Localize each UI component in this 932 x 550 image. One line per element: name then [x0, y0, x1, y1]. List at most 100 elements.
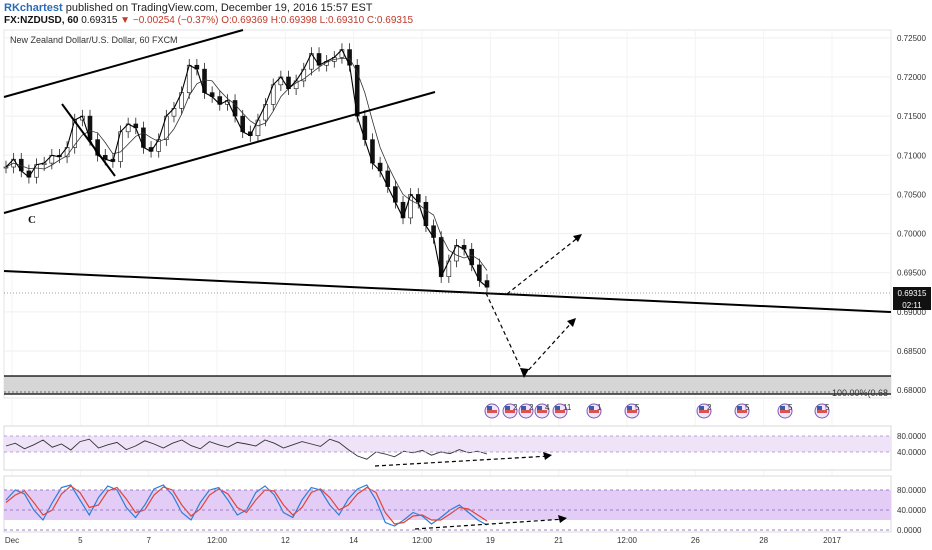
price-tick-label: 0.71500 [897, 112, 926, 121]
arrowhead-down [520, 368, 529, 378]
price-tick-label: 0.68000 [897, 386, 926, 395]
projection-up-arrow [506, 235, 581, 295]
flag-canton [589, 406, 594, 410]
flag-canton [555, 406, 560, 410]
rsi-tick-label: 40.0000 [897, 448, 926, 457]
event-count: 5 [635, 403, 640, 412]
last-price-tag-text: 0.69315 [898, 289, 927, 298]
time-tick-label: 26 [691, 536, 700, 545]
stoch-divergence-arrowhead [558, 515, 567, 523]
candle-body [484, 280, 490, 288]
time-tick-label: 7 [146, 536, 151, 545]
channel-upper-line[interactable] [3, 29, 244, 98]
event-marker[interactable]: 11 [552, 403, 572, 419]
fib-label: 100.00%(0.68 [832, 388, 888, 398]
stoch-tick-label: 40.0000 [897, 506, 926, 515]
event-markers[interactable]: 2 2 4 11 1 5 2 5 5 5 [484, 403, 830, 419]
rsi-tick-label: 80.0000 [897, 432, 926, 441]
rsi-band [4, 436, 891, 452]
event-marker[interactable]: 4 [534, 403, 550, 419]
price-tick-label: 0.71000 [897, 151, 926, 160]
moving-average-line [5, 58, 488, 271]
rsi-axis: 80.0000 40.0000 [4, 432, 926, 457]
flag-canton [737, 406, 742, 410]
symbol-line: FX:NZDUSD, 60 0.69315 ▼ −0.00254 (−0.37%… [4, 15, 413, 26]
event-count: 1 [597, 403, 602, 412]
event-count: 2 [513, 403, 518, 412]
chart-header: RKchartest published on TradingView.com,… [0, 0, 932, 30]
countdown-tag-text: 02:11 [902, 301, 922, 310]
event-marker[interactable]: 2 [696, 403, 712, 419]
flag-stripe [505, 410, 515, 413]
stoch-tick-label: 80.0000 [897, 486, 926, 495]
event-count: 5 [825, 403, 830, 412]
event-count: 2 [707, 403, 712, 412]
support-zone [4, 376, 891, 394]
rsi-divergence-line [374, 455, 551, 467]
last-price-tag [893, 287, 931, 299]
wave-label-c: C [28, 214, 36, 226]
projection-arrows [485, 235, 581, 376]
countdown-tag [893, 299, 931, 310]
flag-stripe [737, 410, 747, 413]
short-trendline[interactable] [61, 103, 116, 177]
ohlc-values: O:0.69369 H:0.69398 L:0.69310 C:0.69315 [221, 15, 414, 26]
flag-canton [627, 406, 632, 410]
price-candles [3, 43, 490, 294]
author-name[interactable]: RKchartest [4, 2, 63, 14]
stoch-d-line [5, 485, 488, 525]
price-line [5, 48, 488, 288]
event-marker[interactable]: 5 [624, 403, 640, 419]
arrowhead-up [573, 234, 582, 242]
time-tick-label: 12 [281, 536, 290, 545]
main-pane [3, 29, 892, 399]
flag-stripe [555, 410, 565, 413]
flag-stripe [521, 410, 531, 413]
channel-lower-line[interactable] [3, 91, 436, 214]
symbol-label: FX:NZDUSD, 60 [4, 15, 79, 26]
flag-canton [505, 406, 510, 410]
published-text: published on TradingView.com, December 1… [65, 2, 373, 14]
flag-canton [487, 406, 492, 410]
time-axis[interactable]: Dec 5 7 12:00 12 14 12:00 19 21 12:00 26 28 2017 [5, 536, 842, 545]
event-count: 2 [529, 403, 534, 412]
time-tick-label: 2017 [823, 536, 841, 545]
price-tick-label: 0.70500 [897, 190, 926, 199]
rsi-divergence-arrowhead [543, 452, 552, 460]
time-tick-label: 12:00 [412, 536, 433, 545]
neckline[interactable] [3, 270, 892, 313]
flag-canton [699, 406, 704, 410]
event-marker[interactable] [484, 403, 500, 419]
stoch-axis: 80.0000 40.0000 0.0000 [4, 486, 926, 535]
projection-down-arrow [485, 292, 525, 376]
flag-stripe [589, 410, 599, 413]
event-marker[interactable]: 5 [814, 403, 830, 419]
price-change: ▼ −0.00254 (−0.37%) [120, 15, 219, 26]
price-tick-label: 0.68500 [897, 347, 926, 356]
time-tick-label: 19 [486, 536, 495, 545]
event-count: 5 [788, 403, 793, 412]
time-tick-label: 12:00 [617, 536, 638, 545]
price-axis[interactable]: 0.72500 0.72000 0.71500 0.71000 0.70500 0.700… [897, 34, 926, 395]
flag-stripe [699, 410, 709, 413]
time-tick-label: Dec [5, 536, 19, 545]
event-count: 5 [745, 403, 750, 412]
publish-line: RKchartest published on TradingView.com,… [4, 2, 373, 14]
flag-canton [537, 406, 542, 410]
price-tick-label: 0.70000 [897, 230, 926, 239]
price-tick-label: 0.69000 [897, 308, 926, 317]
event-marker[interactable]: 1 [586, 403, 602, 419]
event-marker[interactable]: 5 [777, 403, 793, 419]
time-tick-label: 12:00 [207, 536, 228, 545]
flag-canton [521, 406, 526, 410]
event-count: 11 [563, 403, 572, 412]
price-tick-label: 0.72000 [897, 73, 926, 82]
stoch-tick-label: 0.0000 [897, 526, 922, 535]
flag-stripe [487, 410, 497, 413]
event-marker[interactable]: 2 [518, 403, 534, 419]
event-marker[interactable]: 5 [734, 403, 750, 419]
event-marker[interactable]: 2 [502, 403, 518, 419]
event-count: 4 [545, 403, 550, 412]
chart-title: New Zealand Dollar/U.S. Dollar, 60 FXCM [10, 35, 178, 45]
